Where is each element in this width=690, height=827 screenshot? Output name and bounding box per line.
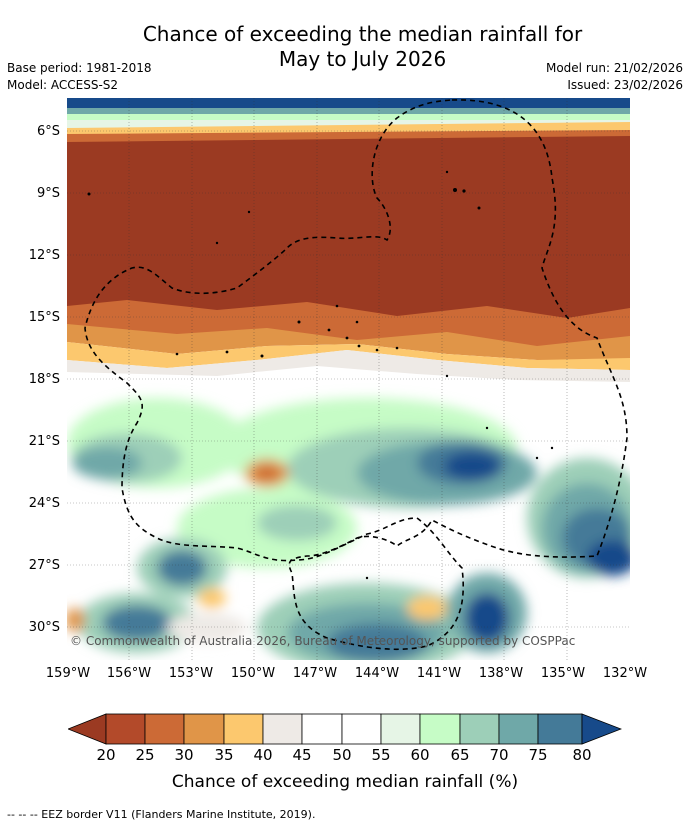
copyright-notice: © Commonwealth of Australia 2026, Bureau… <box>70 634 576 648</box>
colorbar-swatch <box>183 713 225 745</box>
latitude-label: 27°S <box>28 558 60 573</box>
colorbar-tick: 20 <box>96 746 116 764</box>
colorbar <box>68 713 622 745</box>
model-name: Model: ACCESS-S2 <box>7 78 119 92</box>
latitude-label: 12°S <box>28 248 60 263</box>
colorbar-label: Chance of exceeding median rainfall (%) <box>171 772 519 792</box>
latitude-label: 15°S <box>28 310 60 325</box>
latitude-label: 30°S <box>28 620 60 635</box>
map-panel <box>67 98 630 660</box>
latitude-label: 6°S <box>36 124 60 139</box>
southern-anomalies <box>67 398 630 660</box>
latitude-label: 24°S <box>28 496 60 511</box>
colorbar-swatch <box>498 713 539 745</box>
colorbar-swatch <box>301 713 343 745</box>
colorbar-swatch <box>380 713 421 745</box>
title-line-2: May to July 2026 <box>278 47 447 71</box>
colorbar-tick: 80 <box>572 746 592 764</box>
dry-band-light-orange <box>67 324 630 360</box>
colorbar-swatch <box>105 713 146 745</box>
longitude-label: 141°W <box>416 666 462 681</box>
longitude-label: 159°W <box>45 666 91 681</box>
eez-legend-note: -- -- -- EEZ border V11 (Flanders Marine… <box>7 808 316 821</box>
colorbar-tick: 75 <box>528 746 548 764</box>
title-line-1: Chance of exceeding the median rainfall … <box>142 22 583 46</box>
colorbar-swatch <box>223 713 264 745</box>
colorbar-extend-low <box>68 713 107 745</box>
longitude-label: 138°W <box>478 666 524 681</box>
colorbar-tick: 45 <box>292 746 312 764</box>
rainfall-map <box>67 98 630 660</box>
colorbar-tick: 40 <box>253 746 273 764</box>
dry-zone-main <box>67 136 630 320</box>
latitude-label: 9°S <box>36 186 60 201</box>
wet-band-top-4 <box>67 120 630 128</box>
longitude-label: 135°W <box>540 666 586 681</box>
colorbar-tick: 30 <box>174 746 194 764</box>
gridlines <box>67 98 630 660</box>
colorbar-extend-high <box>581 713 622 745</box>
colorbar-tick: 65 <box>450 746 470 764</box>
colorbar-tick: 25 <box>135 746 155 764</box>
longitude-label: 147°W <box>292 666 338 681</box>
model-run: Model run: 21/02/2026 <box>545 61 683 75</box>
dry-band-yellow <box>67 342 630 370</box>
colorbar-swatch <box>144 713 185 745</box>
colorbar-swatch <box>341 713 382 745</box>
colorbar-swatch <box>419 713 461 745</box>
metadata-right: Model run: 21/02/2026 Issued: 23/02/2026 <box>546 60 683 94</box>
colorbar-tick: 70 <box>489 746 509 764</box>
map-title: Chance of exceeding the median rainfall … <box>0 22 690 72</box>
latitude-label: 21°S <box>28 434 60 449</box>
near-median-band <box>67 350 630 382</box>
wet-band-top-3 <box>67 114 630 122</box>
longitude-label: 150°W <box>230 666 276 681</box>
colorbar-tick: 55 <box>371 746 391 764</box>
base-period: Base period: 1981-2018 <box>7 61 152 75</box>
colorbar-swatch <box>262 713 303 745</box>
colorbar-tick: 60 <box>410 746 430 764</box>
longitude-label: 153°W <box>168 666 214 681</box>
dry-band-orange <box>67 300 630 348</box>
colorbar-tick: 50 <box>332 746 352 764</box>
longitude-label: 156°W <box>106 666 152 681</box>
latitude-label: 18°S <box>28 372 60 387</box>
eez-border <box>84 99 628 651</box>
longitude-label: 132°W <box>602 666 648 681</box>
colorbar-swatch <box>537 713 583 745</box>
wet-band-top <box>67 98 630 110</box>
longitude-label: 144°W <box>354 666 400 681</box>
colorbar-tick: 35 <box>214 746 234 764</box>
issued-date: Issued: 23/02/2026 <box>567 78 683 92</box>
colorbar-swatch <box>459 713 500 745</box>
metadata-left: Base period: 1981-2018 Model: ACCESS-S2 <box>7 60 152 94</box>
islands <box>87 170 554 580</box>
wet-band-top-2 <box>67 108 630 116</box>
